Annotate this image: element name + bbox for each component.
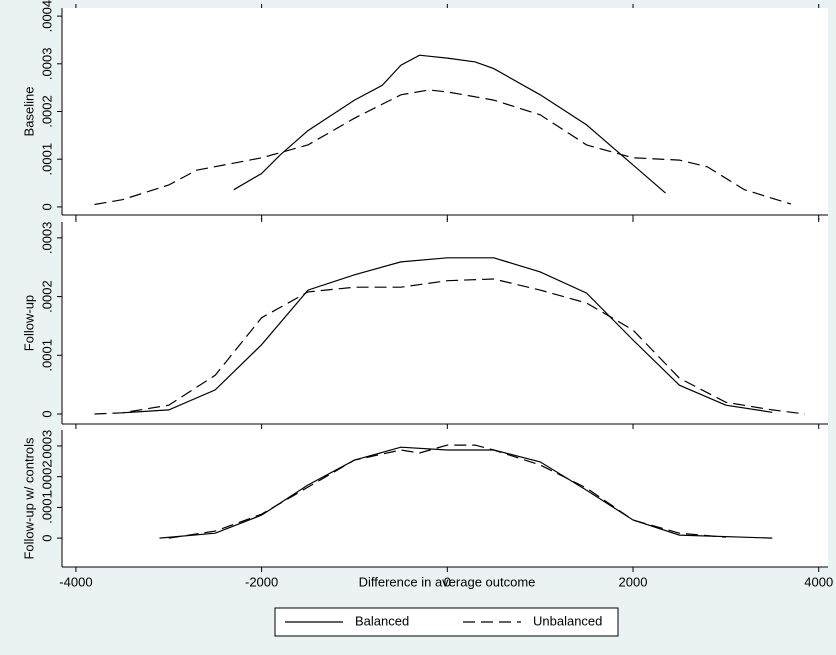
x-tick-label: -4000	[59, 574, 92, 589]
x-axis-title: Difference in average outcome	[359, 574, 536, 589]
y-tick-label: 0	[39, 535, 54, 542]
series-line	[94, 89, 792, 206]
series-line	[122, 257, 773, 414]
y-tick-label: 0	[39, 410, 54, 417]
y-tick-label: .0002	[39, 460, 54, 493]
y-tick-label: .0004	[39, 0, 54, 32]
y-tick-label: 0	[39, 203, 54, 210]
y-tick-label: .0003	[39, 430, 54, 463]
y-axis-title: Follow-up w/ controls	[21, 437, 36, 560]
x-tick-label: 2000	[619, 574, 648, 589]
legend-label: Balanced	[355, 613, 409, 628]
y-tick-label: .0001	[39, 491, 54, 524]
y-tick-label: .0003	[39, 48, 54, 81]
y-tick-label: .0002	[39, 95, 54, 128]
legend-label: Unbalanced	[533, 613, 602, 628]
series-line	[233, 54, 666, 194]
series-line	[159, 446, 773, 539]
y-tick-label: .0001	[39, 143, 54, 176]
x-tick-label: 0	[444, 574, 451, 589]
series-line	[94, 278, 805, 415]
x-tick-label: 4000	[804, 574, 833, 589]
y-tick-label: .0003	[39, 222, 54, 255]
y-axis-title: Baseline	[21, 87, 36, 137]
y-tick-label: .0001	[39, 339, 54, 372]
series-line	[168, 444, 726, 539]
plot-area	[62, 8, 828, 567]
y-tick-label: .0002	[39, 280, 54, 313]
x-tick-label: -2000	[245, 574, 278, 589]
y-axis-title: Follow-up	[21, 295, 36, 351]
